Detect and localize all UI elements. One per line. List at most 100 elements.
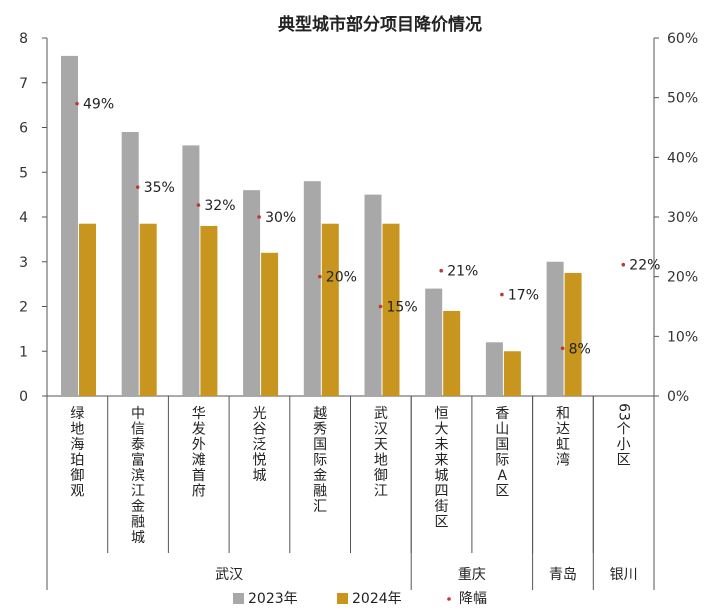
- category-label-char: 际: [495, 453, 509, 469]
- y2-tick-label: 0%: [667, 389, 689, 405]
- y2-tick-label: 30%: [667, 210, 698, 226]
- decline-point: [135, 185, 140, 189]
- category-label-char: 华: [192, 406, 206, 422]
- decline-point: [621, 262, 626, 267]
- category-label-char: 汇: [313, 499, 327, 515]
- y2-tick-label: 10%: [667, 329, 698, 345]
- category-label-char: 大: [435, 422, 449, 438]
- category-label-char: 珀: [70, 453, 84, 469]
- category-label-char: 府: [192, 484, 206, 500]
- decline-label: 22%: [629, 258, 660, 274]
- y2-tick-label: 40%: [667, 150, 698, 166]
- y-tick-label: 0: [19, 389, 28, 405]
- category-label-char: 信: [131, 422, 145, 438]
- category-label-char: 富: [131, 452, 145, 469]
- bar-2024: [382, 223, 400, 396]
- category-label-char: 金: [313, 468, 327, 484]
- category-labels: 绿地海珀御观中信泰富滨江金融城华发外滩首府光谷泛悦城越秀国际金融汇武汉天地御江恒…: [70, 403, 631, 546]
- y-tick-label: 2: [19, 300, 28, 316]
- decline-point: [75, 101, 79, 106]
- category-label-char: 御: [70, 468, 84, 484]
- category-label-char: 城: [252, 468, 266, 484]
- decline-point: [500, 292, 504, 297]
- y2-tick-label: 60%: [667, 31, 698, 47]
- legend-label: 2024年: [352, 591, 402, 607]
- y-tick-label: 7: [19, 76, 28, 92]
- decline-point: [196, 203, 201, 207]
- decline-label: 21%: [447, 264, 478, 280]
- legend-label: 2023年: [248, 591, 298, 607]
- category-label-char: 虹: [556, 437, 570, 453]
- category-label-char: 发: [192, 422, 206, 438]
- category-label-char: 城: [435, 468, 449, 484]
- category-label-char: A: [497, 468, 507, 484]
- category-label-char: 首: [192, 468, 206, 484]
- category-label-char: 香: [495, 406, 509, 422]
- category-label-char: 江: [131, 484, 145, 500]
- category-label-char: 山: [495, 422, 509, 438]
- group-label: 青岛: [549, 567, 577, 583]
- decline-label: 20%: [326, 270, 357, 286]
- bar-2024: [139, 223, 157, 396]
- category-label-char: 光: [252, 406, 266, 422]
- category-label-char: 湾: [556, 452, 570, 469]
- category-label-char: 达: [556, 422, 570, 438]
- y2-tick-label: 20%: [667, 270, 698, 286]
- category-label-char: 国: [495, 437, 509, 453]
- axes: 0 1 2 3 4 5 6 7 8 0% 10% 20% 30% 40% 50% 60%: [19, 31, 698, 590]
- bar-2024: [79, 223, 96, 396]
- category-label-char: 谷: [252, 422, 266, 438]
- category-label-char: 区: [435, 515, 449, 531]
- bar-2024: [503, 351, 521, 396]
- y-tick-label: 6: [19, 121, 28, 137]
- decline-label: 49%: [83, 97, 114, 113]
- category-label-char: 泛: [252, 437, 266, 453]
- group-label: 武汉: [215, 567, 243, 583]
- decline-points: 49% 35% 32% 30% 20% 15% 21% 17% 8% 22%: [75, 97, 660, 357]
- legend-swatch-2024: [337, 593, 348, 604]
- category-label-char: 区: [495, 484, 509, 500]
- legend-marker-decline: [447, 597, 451, 601]
- y2-tick-label: 50%: [667, 91, 698, 107]
- bar-2024: [321, 223, 339, 396]
- bar-2023: [121, 131, 139, 396]
- decline-label: 15%: [387, 300, 418, 316]
- category-label-char: 武: [374, 406, 388, 422]
- chart-title: 典型城市部分项目降价情况: [278, 14, 482, 35]
- bar-2023: [364, 194, 382, 396]
- decline-label: 30%: [265, 210, 296, 226]
- y-tick-label: 3: [19, 255, 28, 271]
- category-label-char: 国: [313, 437, 327, 453]
- category-label-char: 滨: [131, 468, 145, 484]
- category-label-char: 四: [435, 484, 449, 500]
- bar-2023: [546, 261, 564, 396]
- category-label-char: 和: [556, 406, 570, 422]
- category-label-char: 恒: [435, 406, 449, 422]
- category-label-char: 泰: [131, 437, 145, 453]
- y-tick-label: 5: [19, 165, 28, 181]
- bar-2023: [425, 288, 443, 396]
- bar-2023: [303, 181, 321, 396]
- bar-2023: [243, 190, 261, 396]
- decline-point: [257, 215, 261, 219]
- legend-label: 降幅: [459, 591, 487, 607]
- category-label-char: 御: [374, 468, 388, 484]
- category-label-char: 秀: [313, 422, 327, 438]
- category-label-char: 中: [131, 406, 145, 422]
- category-label-char: 个: [617, 422, 631, 438]
- decline-label: 35%: [144, 180, 175, 196]
- y-tick-label: 8: [19, 31, 28, 47]
- y-tick-label: 4: [19, 210, 28, 226]
- bar-2024: [200, 225, 218, 396]
- bar-2024: [443, 310, 461, 396]
- category-label-char: 地: [374, 453, 388, 469]
- bars: [61, 55, 582, 397]
- category-label-char: 滩: [192, 453, 206, 469]
- decline-label: 32%: [204, 198, 235, 214]
- bar-2024: [564, 272, 582, 396]
- category-label-char: 63: [616, 403, 632, 421]
- category-label-char: 越: [313, 406, 327, 422]
- legend: 2023年 2024年 降幅: [233, 591, 487, 607]
- category-label-char: 江: [374, 484, 388, 500]
